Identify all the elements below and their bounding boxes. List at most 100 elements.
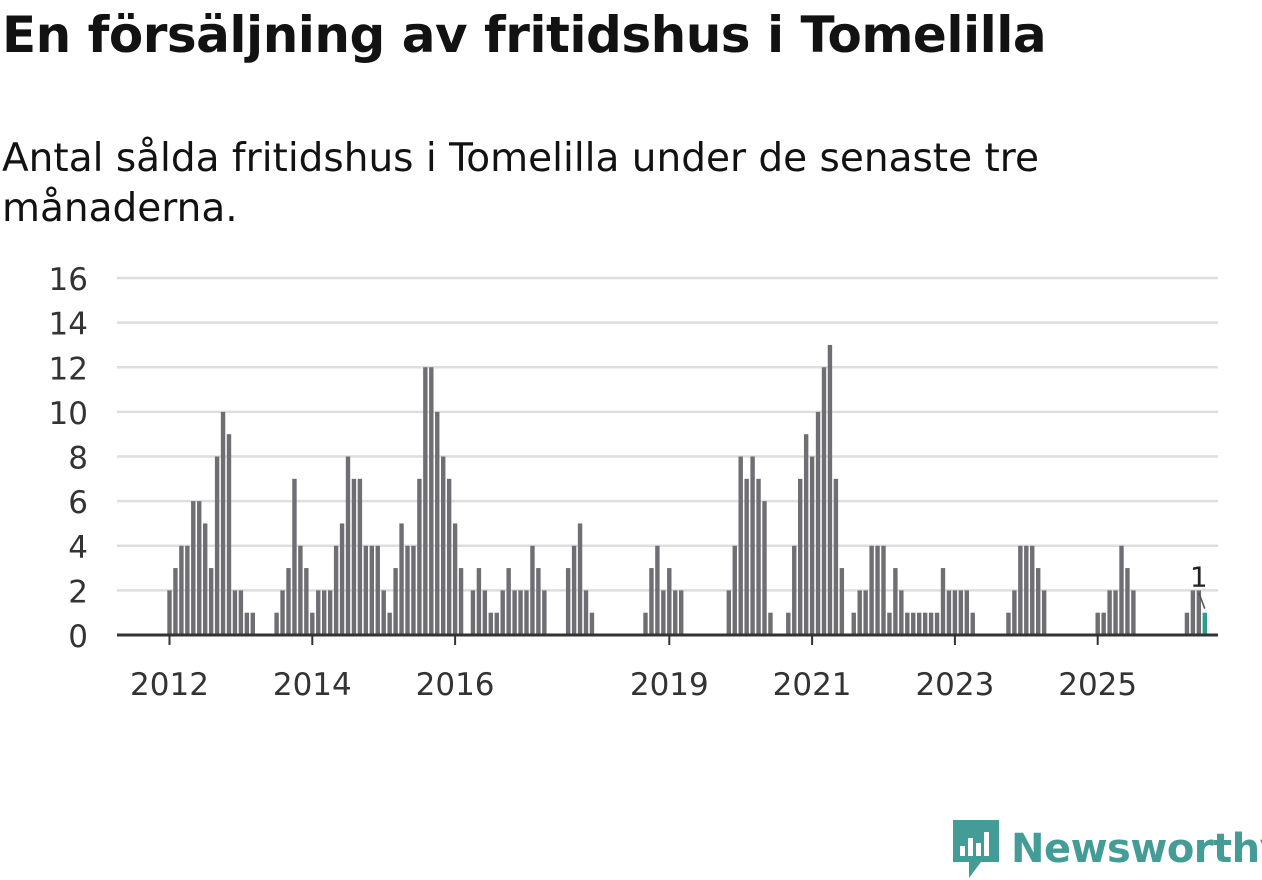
y-tick-label: 4 (68, 530, 88, 566)
bar (911, 612, 916, 635)
bar (946, 590, 952, 636)
bar-highlight (1202, 612, 1207, 635)
bar (1184, 612, 1190, 635)
bar (762, 501, 767, 636)
bar (292, 478, 297, 635)
bar (821, 367, 827, 635)
bar (756, 478, 761, 635)
chart-subtitle: Antal sålda fritidshus i Tomelilla under… (2, 136, 1039, 231)
bar (203, 523, 208, 635)
bar (494, 612, 499, 635)
x-tick-label: 2016 (416, 667, 495, 703)
newsworthy-logo-icon (953, 820, 999, 878)
bar (387, 612, 392, 635)
bar (744, 478, 749, 635)
bar (167, 590, 172, 636)
bar (327, 590, 333, 636)
bar (208, 568, 214, 635)
y-tick-label: 12 (49, 351, 88, 387)
bar (571, 545, 577, 635)
bar (405, 545, 410, 635)
bar (851, 612, 856, 635)
bar (833, 478, 839, 635)
bar (238, 590, 244, 636)
bar (786, 612, 791, 635)
bar (458, 568, 464, 635)
bar (899, 590, 904, 636)
bar (1125, 568, 1130, 635)
y-tick-label: 10 (49, 396, 88, 432)
brand-name: Newsworthy (1011, 826, 1262, 872)
bar (964, 590, 969, 636)
annotation-leader (1198, 592, 1206, 609)
chart-title: En försäljning av fritidshus i Tomelilla (2, 6, 1047, 64)
x-tick-label: 2014 (273, 667, 352, 703)
x-axis-ticks: 2012 2014 2016 2019 2021 2023 2025 (130, 635, 1137, 703)
bar (655, 545, 660, 635)
bar (1030, 545, 1035, 635)
bar (1101, 612, 1106, 635)
bar (1041, 590, 1047, 636)
bar (173, 568, 178, 635)
bar (530, 545, 535, 635)
bar (803, 434, 809, 635)
bar (399, 523, 404, 635)
bar (417, 478, 422, 635)
gridlines (117, 276, 1218, 592)
bar (441, 456, 446, 635)
bar (429, 367, 434, 635)
bar (1107, 590, 1112, 636)
bar (500, 590, 505, 636)
bar (881, 545, 886, 635)
bar (322, 590, 327, 636)
x-tick-label: 2021 (773, 667, 852, 703)
bar (512, 590, 517, 636)
bar (768, 612, 773, 635)
bar (815, 411, 821, 636)
y-tick-label: 0 (68, 619, 88, 655)
bar (1131, 590, 1136, 636)
bar (393, 568, 398, 635)
bar (470, 590, 476, 636)
bar (274, 612, 279, 635)
bar (827, 344, 833, 635)
bar (922, 612, 928, 635)
bar (357, 478, 363, 635)
bar (928, 612, 934, 635)
bar (375, 545, 380, 635)
bar (310, 612, 315, 635)
bar (667, 568, 672, 635)
bar (589, 612, 595, 635)
bar (661, 590, 666, 636)
bar (673, 590, 678, 636)
bar (1006, 612, 1011, 635)
bar (244, 612, 250, 635)
x-tick-label: 2023 (915, 667, 994, 703)
bar (1024, 545, 1029, 635)
bar (446, 478, 452, 635)
bar (643, 612, 648, 635)
bar (1113, 590, 1118, 636)
bar (863, 590, 868, 636)
bar (565, 568, 571, 635)
bar (488, 612, 493, 635)
bars (167, 344, 1207, 636)
bar (286, 568, 291, 635)
bar (970, 612, 975, 635)
bar (732, 545, 737, 635)
bar (792, 545, 797, 635)
bar (185, 545, 190, 635)
bar (518, 590, 523, 636)
bar (940, 568, 946, 635)
bar (304, 568, 309, 635)
bar (738, 456, 743, 635)
bar (381, 590, 386, 636)
bar (857, 590, 862, 636)
bar (1119, 545, 1124, 635)
bar (536, 568, 541, 635)
bar (345, 456, 351, 635)
brand-logo: Newsworthy (951, 818, 1262, 880)
bar (726, 590, 731, 636)
bar (1190, 590, 1196, 636)
bar (435, 411, 440, 636)
